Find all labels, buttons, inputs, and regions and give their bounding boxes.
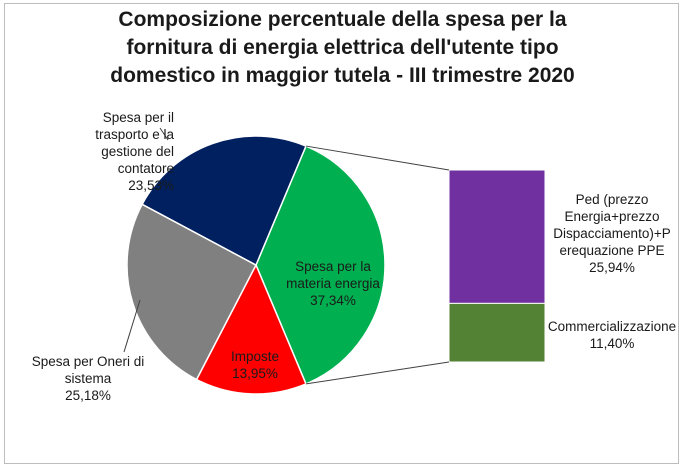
title-line: domestico in maggior tutela - III trimes… [110,64,575,87]
chart-title: Composizione percentuale della spesa per… [60,6,625,90]
leader-line-trasporto [159,127,169,141]
slice-label-oneri-sistema: Spesa per Oneri di sistema 25,18% [31,354,145,403]
title-line: Composizione percentuale della spesa per… [118,8,567,31]
slice-label-imposte: Imposte 13,95% [230,349,280,381]
bar-segment-ped [448,169,546,304]
slice-materia-energia [255,145,386,385]
connector-line-top [305,145,450,171]
leader-line-oneri [123,299,141,353]
bar-label-ped: Ped (prezzo Energia+prezzo Dispacciament… [553,192,671,275]
slice-label-materia-energia: Spesa per la materia energia 37,34% [286,259,380,308]
connector-line-bottom [305,361,450,385]
bar-label-commercializzazione: Commercializzazione 11,40% [547,319,677,351]
slice-trasporto [141,135,307,267]
slice-imposte [195,263,307,395]
bar-segment-commercializzazione [448,302,546,363]
title-line: fornitura di energia elettrica dell'uten… [126,36,559,59]
slice-label-trasporto: Spesa per il trasporto e la gestione del… [95,110,174,193]
